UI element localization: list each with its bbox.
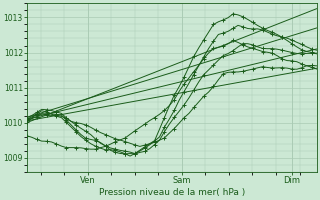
X-axis label: Pression niveau de la mer( hPa ): Pression niveau de la mer( hPa ): [99, 188, 245, 197]
